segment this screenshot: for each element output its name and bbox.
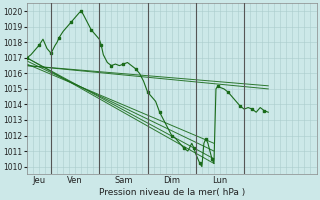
X-axis label: Pression niveau de la mer( hPa ): Pression niveau de la mer( hPa ): [99, 188, 245, 197]
